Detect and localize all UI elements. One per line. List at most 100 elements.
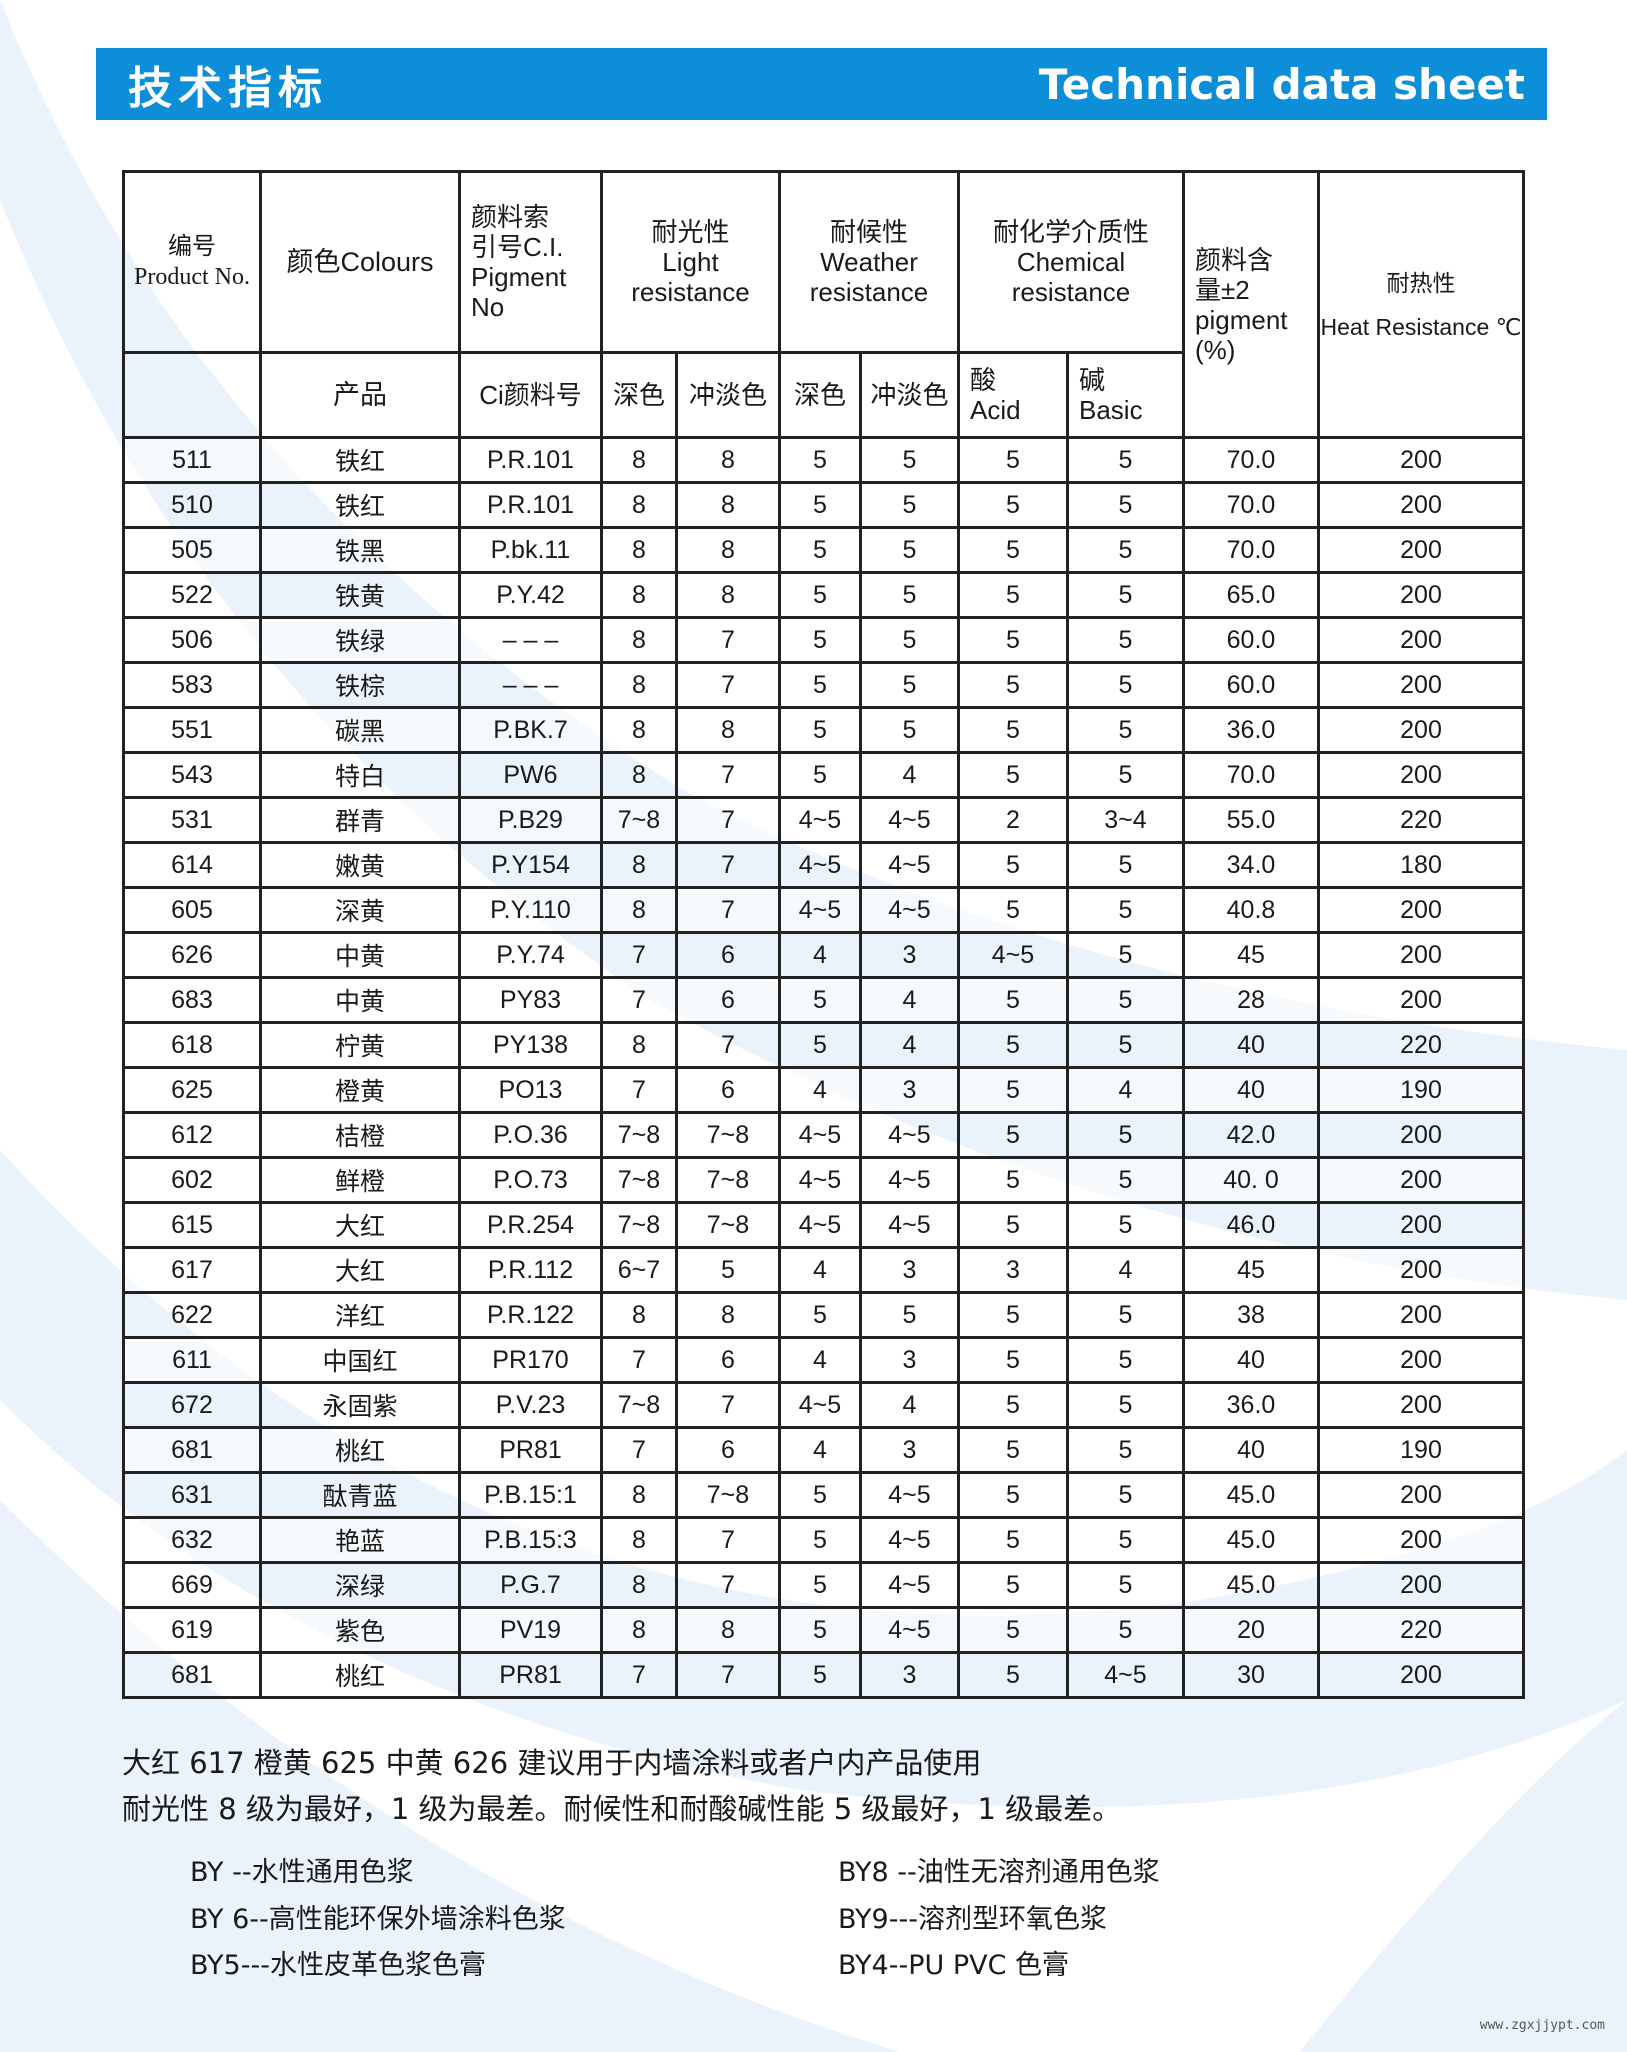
cell-product: 洋红 — [259, 1291, 461, 1339]
cell-heat-resistance: 200 — [1317, 571, 1525, 619]
cell-ci-no: PY138 — [458, 1021, 603, 1069]
cell-heat-resistance: 200 — [1317, 436, 1525, 484]
series-right-1: BY8 --油性无溶剂通用色浆 — [838, 1857, 1160, 1888]
cell-acid: 4~5 — [957, 931, 1069, 979]
cell-weather-deep: 5 — [778, 1651, 862, 1699]
cell-acid: 5 — [957, 706, 1069, 754]
cell-ci-no: P.O.73 — [458, 1156, 603, 1204]
cell-heat-resistance: 200 — [1317, 1561, 1525, 1609]
cell-weather-tint: 5 — [859, 526, 960, 574]
cell-light-deep: 8 — [600, 841, 678, 889]
table-row: 683 中黄 PY83 7 6 5 4 5 5 28 200 — [122, 976, 1525, 1024]
cell-basic: 5 — [1066, 1111, 1185, 1159]
cell-basic: 5 — [1066, 1516, 1185, 1564]
cell-light-tint: 7~8 — [675, 1156, 781, 1204]
cell-light-deep: 7 — [600, 1066, 678, 1114]
cell-heat-resistance: 180 — [1317, 841, 1525, 889]
cell-ci-no: PY83 — [458, 976, 603, 1024]
cell-light-deep: 8 — [600, 1606, 678, 1654]
cell-acid: 5 — [957, 1561, 1069, 1609]
cell-basic: 5 — [1066, 1381, 1185, 1429]
cell-pigment-content: 36.0 — [1182, 1381, 1320, 1429]
cell-product-no: 614 — [122, 841, 262, 889]
cell-acid: 5 — [957, 1426, 1069, 1474]
table-row: 506 铁绿 – – –8 7 5 5 5 5 60.0 200 — [122, 616, 1525, 664]
cell-acid: 5 — [957, 751, 1069, 799]
cell-light-deep: 8 — [600, 616, 678, 664]
cell-weather-tint: 4~5 — [859, 1156, 960, 1204]
cell-product-no: 583 — [122, 661, 262, 709]
cell-light-deep: 6~7 — [600, 1246, 678, 1294]
cell-ci-no: PR170 — [458, 1336, 603, 1384]
table-row: 618 柠黄 PY138 8 7 5 4 5 5 40 220 — [122, 1021, 1525, 1069]
cell-light-tint: 6 — [675, 1426, 781, 1474]
cell-light-deep: 7~8 — [600, 1111, 678, 1159]
cell-light-tint: 6 — [675, 1066, 781, 1114]
cell-product-no: 531 — [122, 796, 262, 844]
cell-acid: 2 — [957, 796, 1069, 844]
cell-weather-tint: 4~5 — [859, 1561, 960, 1609]
cell-pigment-content: 40.8 — [1182, 886, 1320, 934]
cell-pigment-content: 40 — [1182, 1426, 1320, 1474]
cell-heat-resistance: 200 — [1317, 1336, 1525, 1384]
cell-ci-no: P.R.112 — [458, 1246, 603, 1294]
cell-light-tint: 7 — [675, 1561, 781, 1609]
cell-product-no: 605 — [122, 886, 262, 934]
cell-weather-tint: 4~5 — [859, 1516, 960, 1564]
cell-heat-resistance: 200 — [1317, 1246, 1525, 1294]
cell-light-tint: 8 — [675, 481, 781, 529]
cell-weather-deep: 4~5 — [778, 1156, 862, 1204]
table-row: 626 中黄 P.Y.74 7 6 4 3 4~5 5 45 200 — [122, 931, 1525, 979]
table-row: 622 洋红 P.R.122 8 8 5 5 5 5 38 200 — [122, 1291, 1525, 1339]
cell-light-tint: 7 — [675, 1651, 781, 1699]
cell-basic: 5 — [1066, 931, 1185, 979]
header-product-no: 编号 Product No. — [122, 170, 262, 354]
cell-weather-tint: 4~5 — [859, 1606, 960, 1654]
header-ci-no: Ci颜料号 — [458, 351, 603, 439]
cell-light-deep: 8 — [600, 1291, 678, 1339]
header-weather-tint: 冲淡色 — [859, 351, 960, 439]
cell-acid: 5 — [957, 1606, 1069, 1654]
cell-heat-resistance: 200 — [1317, 1471, 1525, 1519]
cell-product: 鲜橙 — [259, 1156, 461, 1204]
cell-product-no: 615 — [122, 1201, 262, 1249]
header-light-deep: 深色 — [600, 351, 678, 439]
cell-light-tint: 7 — [675, 616, 781, 664]
cell-heat-resistance: 190 — [1317, 1066, 1525, 1114]
note-line-1: 大红 617 橙黄 625 中黄 626 建议用于内墙涂料或者户内产品使用 — [122, 1746, 982, 1780]
cell-weather-deep: 4 — [778, 1426, 862, 1474]
cell-product-no: 626 — [122, 931, 262, 979]
cell-light-deep: 8 — [600, 1561, 678, 1609]
cell-basic: 5 — [1066, 886, 1185, 934]
header-weather-deep: 深色 — [778, 351, 862, 439]
cell-basic: 5 — [1066, 1021, 1185, 1069]
cell-heat-resistance: 220 — [1317, 796, 1525, 844]
cell-heat-resistance: 200 — [1317, 1291, 1525, 1339]
cell-product: 永固紫 — [259, 1381, 461, 1429]
cell-product-no: 617 — [122, 1246, 262, 1294]
cell-ci-no: P.Y.42 — [458, 571, 603, 619]
series-left-2: BY 6--高性能环保外墙涂料色浆 — [190, 1904, 566, 1935]
cell-ci-no: P.R.254 — [458, 1201, 603, 1249]
series-right-3: BY4--PU PVC 色膏 — [838, 1950, 1070, 1981]
cell-pigment-content: 36.0 — [1182, 706, 1320, 754]
table-row: 505 铁黑 P.bk.11 8 8 5 5 5 5 70.0 200 — [122, 526, 1525, 574]
cell-weather-tint: 4 — [859, 976, 960, 1024]
cell-weather-deep: 4~5 — [778, 1111, 862, 1159]
cell-acid: 5 — [957, 1651, 1069, 1699]
table-row: 510 铁红 P.R.101 8 8 5 5 5 5 70.0 200 — [122, 481, 1525, 529]
cell-weather-deep: 4~5 — [778, 796, 862, 844]
cell-acid: 5 — [957, 976, 1069, 1024]
cell-light-tint: 8 — [675, 706, 781, 754]
cell-light-deep: 8 — [600, 481, 678, 529]
table-row: 611 中国红 PR170 7 6 4 3 5 5 40 200 — [122, 1336, 1525, 1384]
cell-product-no: 672 — [122, 1381, 262, 1429]
title-zh: 技术指标 — [128, 63, 328, 114]
cell-pigment-content: 40 — [1182, 1066, 1320, 1114]
cell-light-deep: 8 — [600, 436, 678, 484]
cell-product-no: 632 — [122, 1516, 262, 1564]
cell-pigment-content: 45.0 — [1182, 1516, 1320, 1564]
cell-product-no: 506 — [122, 616, 262, 664]
cell-pigment-content: 55.0 — [1182, 796, 1320, 844]
cell-product-no: 681 — [122, 1426, 262, 1474]
